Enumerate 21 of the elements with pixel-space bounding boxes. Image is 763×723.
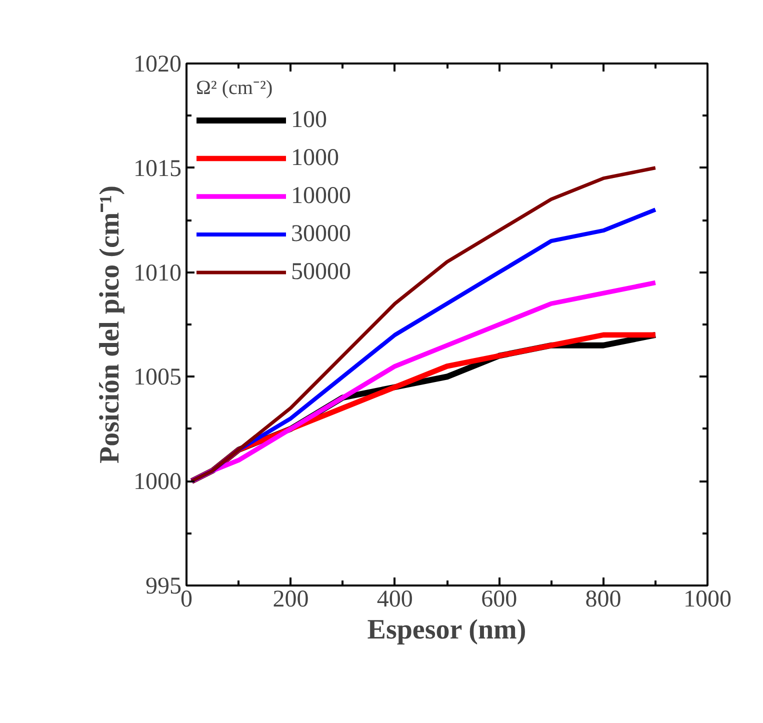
x-tick-label: 1000 — [684, 586, 732, 612]
legend-label: 100 — [291, 106, 327, 134]
y-axis-title: Posición del pico (cm⁻¹) — [94, 186, 126, 464]
y-tick-label: 1010 — [134, 260, 182, 286]
line-series — [189, 280, 658, 484]
y-tick-label: 1005 — [134, 364, 182, 391]
y-tick-label: 1000 — [134, 469, 182, 496]
y-tick-label: 995 — [146, 574, 182, 600]
x-tick-label: 400 — [376, 586, 413, 612]
legend-label: 30000 — [291, 220, 351, 248]
y-tick-label: 1015 — [134, 156, 182, 182]
x-axis-title: Espesor (nm) — [367, 614, 526, 646]
legend-label: 1000 — [291, 144, 339, 172]
x-tick-label: 200 — [272, 586, 309, 612]
y-tick-label: 1020 — [134, 52, 182, 78]
legend-title: Ω² (cm⁻²) — [196, 76, 274, 100]
x-tick-label: 600 — [481, 586, 518, 612]
x-tick-label: 800 — [585, 586, 622, 612]
x-tick-label: 0 — [180, 586, 192, 612]
legend-label: 50000 — [291, 258, 351, 286]
legend-label: 10000 — [291, 182, 351, 210]
